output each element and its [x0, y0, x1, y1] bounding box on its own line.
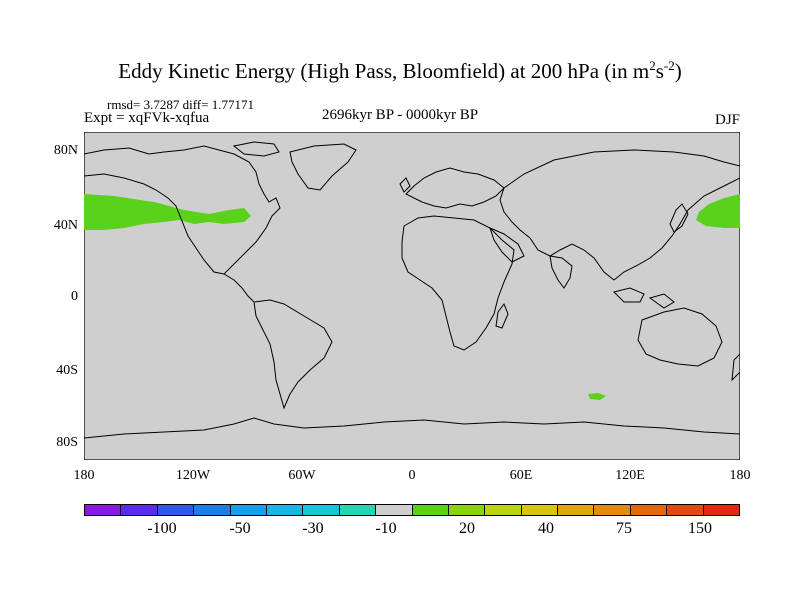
colorbar-segment	[412, 505, 449, 515]
colorbar-label: 40	[538, 520, 554, 537]
coast-greenland	[289, 143, 357, 191]
colorbar-label: -50	[229, 520, 251, 537]
period-label: 2696kyr BP - 0000kyr BP	[321, 107, 479, 123]
coast-japan	[669, 203, 689, 233]
x-tick-label: 120E	[615, 468, 645, 483]
colorbar-segment	[485, 505, 522, 515]
coast-se-asia-islands	[613, 287, 675, 309]
coast-antarctica	[84, 417, 740, 439]
coast-south-america	[253, 299, 333, 410]
x-tick-label: 180	[729, 468, 751, 483]
x-tick-label: 0	[408, 468, 416, 483]
colorbar-segment	[594, 505, 631, 515]
coast-australia	[637, 307, 723, 367]
coast-new-zealand	[731, 353, 740, 382]
coast-asia	[499, 149, 740, 281]
x-tick-label: 60E	[509, 468, 533, 483]
colorbar-label: -100	[147, 520, 177, 537]
coast-madagascar	[495, 302, 509, 329]
colorbar-segment	[266, 505, 304, 515]
anomaly-north-pacific-west	[696, 194, 740, 228]
colorbar-segment	[703, 505, 740, 515]
y-tick-label: 40S	[56, 363, 78, 378]
y-tick-label: 80N	[53, 143, 78, 158]
coast-arctic-islands	[232, 141, 280, 157]
plot-title: Eddy Kinetic Energy (High Pass, Bloomfie…	[118, 58, 682, 83]
coast-india	[549, 255, 573, 289]
colorbar-label: -30	[302, 520, 324, 537]
x-tick-label: 60W	[288, 468, 316, 483]
colorbar-segment	[376, 505, 413, 515]
coast-north-america	[84, 145, 281, 275]
colorbar-segment	[339, 505, 377, 515]
world-map	[84, 132, 740, 460]
y-tick-label: 40N	[53, 218, 78, 233]
anomaly-layer	[84, 194, 740, 400]
colorbar-segment	[448, 505, 486, 515]
anomaly-southern-ocean	[588, 393, 606, 400]
colorbar-segment	[558, 505, 595, 515]
stats-label: rmsd= 3.7287 diff= 1.77171	[107, 97, 254, 112]
colorbar-label: 150	[688, 520, 712, 537]
colorbar-label: 20	[459, 520, 475, 537]
coast-central-america	[223, 273, 255, 303]
colorbar-segment	[630, 505, 668, 515]
y-tick-label: 80S	[56, 435, 78, 450]
colorbar-segment	[303, 505, 340, 515]
colorbar-segment	[85, 505, 122, 515]
coastlines	[84, 141, 740, 439]
colorbar-label: 75	[616, 520, 632, 537]
colorbar-segment	[521, 505, 559, 515]
coast-africa	[401, 215, 515, 351]
colorbar	[84, 504, 740, 516]
y-tick-label: 0	[71, 289, 78, 304]
anomaly-north-pacific-east	[84, 194, 251, 230]
season-label: DJF	[714, 112, 740, 128]
map-background	[84, 132, 740, 460]
colorbar-segment	[157, 505, 195, 515]
colorbar-segment	[230, 505, 267, 515]
experiment-label: Expt = xqFVk-xqfua	[84, 110, 210, 126]
coast-arabia	[489, 227, 525, 263]
colorbar-segment	[667, 505, 704, 515]
colorbar-segment	[194, 505, 231, 515]
colorbar-label: -10	[375, 520, 397, 537]
coast-uk	[399, 177, 411, 193]
x-tick-label: 120W	[175, 468, 211, 483]
x-tick-label: 180	[73, 468, 95, 483]
colorbar-segment	[121, 505, 158, 515]
